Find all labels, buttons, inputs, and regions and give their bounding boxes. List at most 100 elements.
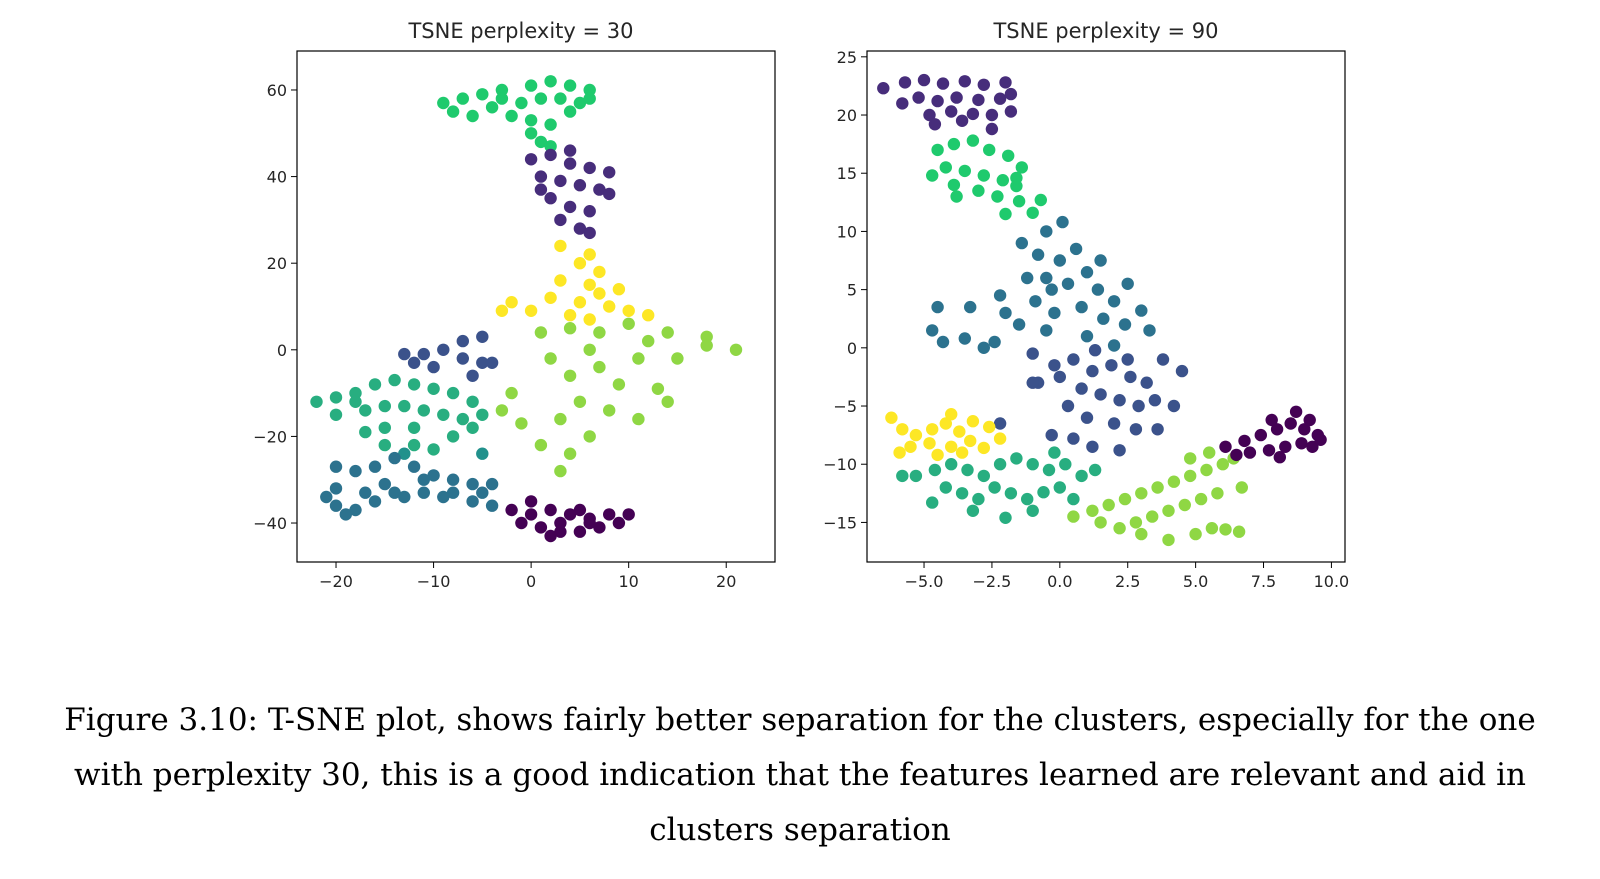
- scatter-point: [1015, 236, 1028, 250]
- scatter-point: [885, 411, 898, 424]
- scatter-point: [1167, 399, 1181, 413]
- y-tick-label: 20: [267, 254, 287, 273]
- scatter-point: [1015, 161, 1028, 174]
- scatter-point: [563, 447, 577, 460]
- scatter-point: [1162, 504, 1175, 517]
- y-axis: 60 40 20 0 −20 −40: [253, 81, 297, 533]
- scatter-point: [1053, 481, 1067, 494]
- scatter-point: [912, 91, 925, 104]
- scatter-point: [368, 460, 382, 473]
- scatter-point: [926, 496, 939, 509]
- scatter-point: [1040, 324, 1053, 337]
- y-tick-label: 25: [837, 48, 857, 67]
- scatter-point: [1189, 527, 1202, 541]
- scatter-point: [991, 190, 1004, 203]
- scatter-point: [583, 161, 596, 175]
- scatter-point: [446, 430, 460, 443]
- y-tick-label: 0: [277, 341, 287, 360]
- scatter-point: [407, 421, 421, 434]
- y-tick-label: 0: [847, 339, 857, 358]
- scatter-point: [593, 360, 606, 374]
- scatter-point: [505, 386, 518, 400]
- scatter-point: [417, 486, 430, 499]
- scatter-point: [427, 360, 440, 374]
- scatter-point: [1235, 481, 1249, 494]
- y-tick-label: −10: [823, 455, 857, 474]
- scatter-point: [563, 105, 577, 118]
- scatter-point: [593, 287, 606, 300]
- scatter-point: [1002, 149, 1015, 162]
- scatter-point: [945, 408, 958, 421]
- scatter-point: [622, 304, 635, 317]
- scatter-point: [1080, 411, 1094, 424]
- scatter-point: [964, 434, 977, 448]
- scatter-point: [1151, 481, 1164, 494]
- scatter-point: [1086, 364, 1099, 378]
- scatter-point: [972, 492, 985, 506]
- scatter-point: [1091, 283, 1105, 296]
- scatter-point: [993, 458, 1007, 471]
- scatter-point: [583, 83, 596, 97]
- scatter-point: [466, 109, 479, 123]
- scatter-point: [563, 309, 577, 322]
- scatter-point: [1069, 242, 1083, 256]
- scatter-point: [947, 178, 961, 192]
- x-tick-label: 7.5: [1251, 572, 1276, 591]
- scatter-point: [563, 322, 577, 335]
- scatter-point: [505, 296, 518, 309]
- scatter-point: [446, 473, 460, 486]
- scatter-point: [1140, 376, 1153, 389]
- scatter-point: [1026, 347, 1039, 360]
- scatter-point: [632, 352, 645, 365]
- scatter-point: [1067, 492, 1080, 506]
- x-axis: −5.0 −2.5 0.0 2.5 5.0 7.5 10.0: [905, 562, 1349, 591]
- scatter-point: [583, 278, 596, 291]
- scatter-point: [1010, 171, 1023, 185]
- scatter-point: [485, 477, 499, 491]
- scatter-point: [1026, 458, 1039, 471]
- scatter-point: [456, 352, 469, 365]
- scatter-point: [1232, 525, 1246, 538]
- scatter-point: [622, 508, 635, 521]
- figure-caption: Figure 3.10: T-SNE plot, shows fairly be…: [0, 693, 1600, 858]
- scatter-point: [966, 415, 980, 428]
- scatter-point: [544, 529, 557, 543]
- caption-line-3: clusters separation: [649, 812, 951, 848]
- scatter-point: [1230, 448, 1243, 462]
- scatter-point: [1067, 353, 1080, 366]
- scatter-point: [1135, 304, 1148, 317]
- scatter-point: [651, 382, 665, 395]
- scatter-point: [671, 352, 684, 365]
- scatter-point: [603, 508, 616, 521]
- scatter-point: [446, 386, 460, 400]
- scatter-point: [1289, 405, 1303, 418]
- scatter-point: [1020, 492, 1034, 506]
- scatter-point: [339, 508, 352, 521]
- scatter-point: [573, 525, 587, 538]
- scatter-point: [1004, 87, 1018, 101]
- scatter-point: [378, 399, 391, 413]
- scatter-point: [1156, 353, 1170, 366]
- scatter-points: [310, 75, 743, 543]
- scatter-point: [495, 83, 509, 97]
- scatter-point: [893, 446, 906, 459]
- scatter-point: [495, 404, 509, 417]
- scatter-point: [583, 343, 596, 356]
- scatter-point: [996, 174, 1009, 187]
- scatter-point: [988, 481, 1001, 494]
- scatter-point: [583, 248, 596, 261]
- scatter-point: [359, 486, 372, 499]
- scatter-point: [923, 437, 936, 450]
- scatter-point: [904, 440, 917, 453]
- scatter-point: [407, 378, 421, 391]
- scatter-point: [993, 417, 1007, 430]
- scatter-point: [563, 369, 577, 382]
- scatter-point: [329, 408, 343, 421]
- scatter-point: [554, 92, 567, 105]
- scatter-point: [1113, 522, 1126, 535]
- y-tick-label: −15: [823, 513, 857, 532]
- scatter-point: [1048, 306, 1061, 320]
- scatter-point: [603, 187, 616, 201]
- scatter-point: [1067, 432, 1080, 445]
